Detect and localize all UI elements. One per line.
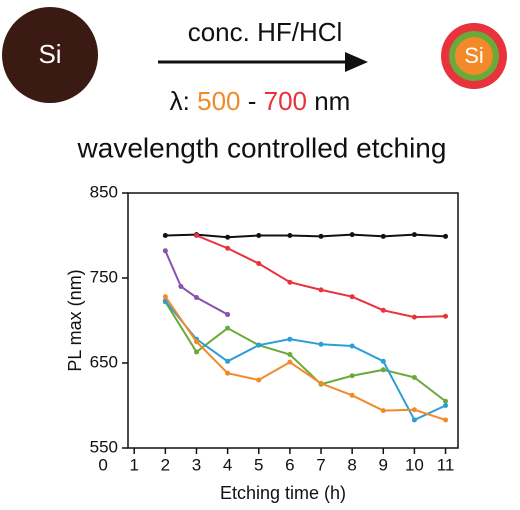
x-tick-label: 7 bbox=[316, 455, 325, 474]
point bbox=[411, 314, 417, 320]
wavelength-range: λ: 500 - 700 nm bbox=[170, 86, 351, 116]
point bbox=[380, 367, 386, 373]
point bbox=[411, 407, 417, 413]
point bbox=[287, 279, 293, 285]
point bbox=[256, 377, 262, 383]
point bbox=[380, 307, 386, 313]
y-tick-label: 850 bbox=[90, 182, 118, 201]
point bbox=[162, 248, 168, 254]
product-core bbox=[455, 37, 493, 75]
x-tick-label: 3 bbox=[192, 455, 201, 474]
point bbox=[287, 359, 293, 365]
series-line bbox=[164, 300, 446, 422]
lambda-unit: nm bbox=[307, 86, 350, 116]
point bbox=[193, 295, 199, 301]
point bbox=[193, 233, 199, 238]
x-tick-label: 2 bbox=[161, 455, 170, 474]
lambda-prefix: λ: bbox=[170, 86, 197, 116]
lambda-dash: - bbox=[241, 86, 264, 116]
plot-frame bbox=[127, 192, 459, 449]
point bbox=[256, 261, 262, 267]
point bbox=[225, 325, 231, 331]
x-tick-label: 11 bbox=[437, 455, 455, 474]
caption: wavelength controlled etching bbox=[77, 132, 447, 163]
point bbox=[443, 313, 449, 319]
point bbox=[225, 234, 231, 240]
point bbox=[318, 233, 324, 239]
series-line bbox=[165, 233, 446, 239]
point bbox=[349, 343, 355, 349]
point bbox=[256, 342, 262, 348]
point bbox=[349, 373, 355, 379]
point bbox=[411, 417, 417, 423]
point bbox=[287, 352, 293, 357]
point bbox=[193, 339, 199, 345]
point bbox=[443, 233, 449, 239]
lambda-high: 700 bbox=[264, 86, 307, 116]
point bbox=[162, 294, 168, 300]
core-label: Si bbox=[38, 39, 61, 69]
point bbox=[287, 336, 293, 342]
point bbox=[380, 233, 386, 239]
point bbox=[411, 374, 417, 380]
y-tick-label: 550 bbox=[90, 437, 118, 456]
point bbox=[380, 408, 386, 414]
silicon-core bbox=[2, 7, 98, 103]
arrow-head bbox=[345, 52, 368, 72]
point bbox=[349, 294, 355, 300]
point bbox=[349, 392, 355, 398]
x-tick-label: 5 bbox=[254, 455, 263, 474]
series-line bbox=[164, 296, 446, 421]
x-axis-label: Etching time (h) bbox=[220, 483, 346, 503]
point bbox=[287, 233, 293, 238]
reagent: conc. HF/HCl bbox=[188, 17, 343, 47]
x-tick-label: 0 bbox=[98, 455, 107, 474]
point bbox=[256, 233, 262, 238]
point bbox=[443, 417, 449, 423]
y-tick-label: 650 bbox=[90, 352, 118, 371]
x-tick-label: 6 bbox=[285, 455, 294, 474]
x-tick-label: 1 bbox=[129, 455, 138, 474]
point bbox=[443, 398, 449, 404]
x-tick-label: 4 bbox=[223, 455, 232, 474]
point bbox=[349, 232, 355, 238]
point bbox=[225, 358, 231, 364]
x-tick-label: 8 bbox=[347, 455, 356, 474]
point bbox=[162, 233, 168, 238]
point bbox=[411, 232, 417, 238]
point bbox=[443, 403, 449, 408]
chart: 550 650 750 850 0 1 2 3 4 5 6 7 8 9 10 11 Etching time (… bbox=[65, 182, 459, 503]
point bbox=[318, 341, 324, 347]
point bbox=[225, 312, 231, 318]
point bbox=[380, 358, 386, 364]
x-tick-label: 9 bbox=[379, 455, 388, 474]
series-line bbox=[196, 234, 446, 319]
x-tick-label: 10 bbox=[405, 455, 424, 474]
point bbox=[225, 245, 231, 251]
point bbox=[318, 380, 324, 386]
point bbox=[193, 349, 199, 355]
series-line bbox=[164, 250, 229, 316]
lambda-low: 500 bbox=[197, 86, 240, 116]
product-label: Si bbox=[464, 43, 484, 68]
point bbox=[225, 370, 231, 376]
point bbox=[178, 284, 184, 289]
y-tick-label: 750 bbox=[90, 267, 118, 286]
point bbox=[318, 287, 324, 293]
series-line bbox=[164, 301, 447, 403]
y-axis-label: PL max (nm) bbox=[65, 269, 85, 371]
